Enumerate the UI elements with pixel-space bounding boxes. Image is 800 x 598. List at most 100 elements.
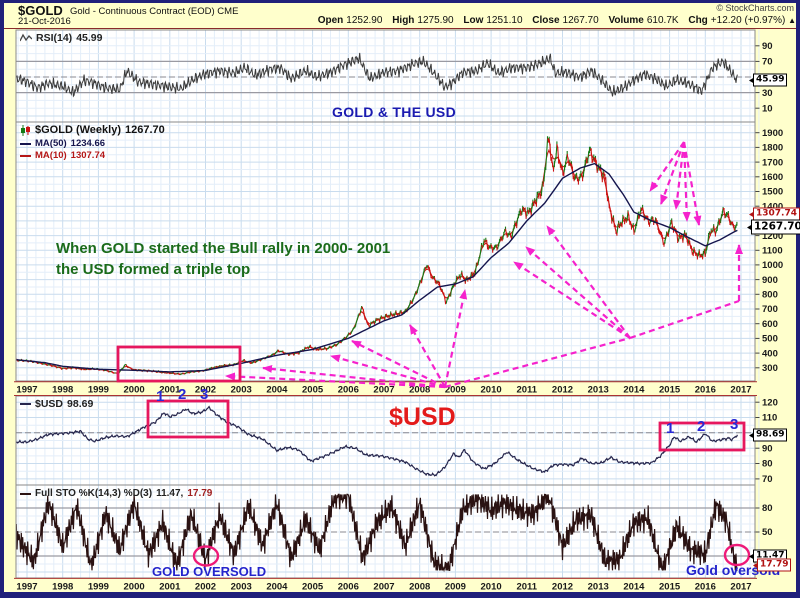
close-label: Close (532, 15, 560, 26)
svg-text:2015: 2015 (659, 582, 681, 593)
svg-text:700: 700 (762, 304, 778, 315)
svg-text:90: 90 (762, 41, 773, 52)
svg-text:110: 110 (762, 413, 777, 424)
svg-text:70: 70 (762, 474, 773, 485)
svg-text:2014: 2014 (623, 385, 645, 396)
svg-text:2014: 2014 (623, 582, 645, 593)
candlestick-icon (21, 124, 30, 136)
svg-text:300: 300 (762, 363, 778, 374)
ma50-label: MA(50) (35, 138, 67, 149)
triple-top-right-1: 1 (666, 420, 675, 437)
ma10-value: 1307.74 (70, 150, 106, 161)
gold-ma50-line (16, 162, 738, 373)
gold-candles (16, 136, 738, 376)
volume-value: 610.7K (646, 15, 679, 26)
svg-text:2007: 2007 (373, 582, 394, 593)
usd-series (15, 405, 738, 477)
ticker-symbol: $GOLD (18, 3, 63, 18)
triple-top-left-1: 1 (156, 388, 165, 405)
svg-text:2004: 2004 (266, 582, 288, 593)
rsi-series (16, 52, 738, 98)
usd-panel-grid (16, 396, 760, 485)
bull-rally-note: When GOLD started the Bull rally in 2000… (56, 238, 390, 280)
svg-text:2009: 2009 (445, 385, 466, 396)
rsi-value: 45.99 (76, 32, 103, 44)
svg-text:2010: 2010 (481, 385, 502, 396)
ma10-line-icon (20, 154, 31, 157)
svg-text:2008: 2008 (409, 582, 430, 593)
svg-text:1200: 1200 (762, 231, 783, 242)
svg-text:400: 400 (762, 348, 778, 359)
highlight-box (146, 399, 230, 439)
oversold-circle (192, 545, 220, 567)
sto-d-value: 17.79 (187, 488, 213, 499)
usd-label: $USD (35, 398, 64, 410)
rsi-legend: RSI(14) 45.99 (20, 32, 102, 44)
x-axis-years: 1997 1997 1998 1998 1999 1999 2000 2000 2001 2001… (16, 385, 751, 593)
magenta-annotations (116, 141, 751, 567)
svg-text:2000: 2000 (124, 385, 145, 396)
ticker-description: Gold - Continuous Contract (EOD) CME (70, 6, 239, 17)
svg-text:2011: 2011 (516, 582, 537, 593)
gold-and-usd-title: GOLD & THE USD (332, 104, 456, 120)
svg-text:2006: 2006 (338, 582, 359, 593)
svg-text:2001: 2001 (159, 385, 181, 396)
svg-text:1500: 1500 (762, 187, 783, 198)
ma10-legend: MA(10) 1307.74 (20, 150, 105, 161)
gold-price-callout: 1267.70 (747, 219, 800, 235)
svg-text:2016: 2016 (695, 582, 716, 593)
svg-text:80: 80 (762, 503, 773, 514)
svg-text:1999: 1999 (88, 385, 109, 396)
ma10-label: MA(10) (35, 150, 67, 161)
svg-text:2010: 2010 (481, 582, 502, 593)
sto-series (15, 493, 738, 573)
svg-text:1100: 1100 (762, 246, 783, 257)
svg-text:1997: 1997 (16, 582, 37, 593)
svg-text:900: 900 (762, 275, 778, 286)
svg-text:1700: 1700 (762, 157, 783, 168)
bull-rally-note-line1: When GOLD started the Bull rally in 2000… (56, 240, 391, 257)
usd-value: 98.69 (67, 398, 94, 410)
svg-text:1997: 1997 (16, 385, 37, 396)
usd-big-label: $USD (389, 403, 456, 431)
ma50-value: 1234.66 (70, 138, 106, 149)
ma50-line-icon (20, 142, 31, 145)
sto-k-value: 11.47, (156, 488, 184, 499)
svg-text:2011: 2011 (516, 385, 537, 396)
svg-text:90: 90 (762, 443, 773, 454)
svg-text:2013: 2013 (588, 385, 609, 396)
high-label: High (392, 15, 415, 26)
svg-text:2008: 2008 (409, 385, 430, 396)
indicator-zigzag-icon (20, 33, 32, 42)
svg-text:1998: 1998 (52, 385, 73, 396)
triple-top-right-2: 2 (697, 418, 706, 435)
svg-text:2002: 2002 (195, 385, 216, 396)
svg-text:1998: 1998 (52, 582, 73, 593)
triple-top-left-3: 3 (200, 386, 209, 403)
svg-text:1900: 1900 (762, 128, 783, 139)
high-value: 1275.90 (417, 15, 454, 26)
svg-text:70: 70 (762, 57, 773, 68)
gold-legend: $GOLD (Weekly) 1267.70 (20, 124, 165, 136)
rsi-value-callout: 45.99 (748, 73, 788, 87)
svg-text:2012: 2012 (552, 385, 573, 396)
svg-text:2017: 2017 (730, 582, 751, 593)
svg-text:2016: 2016 (695, 385, 716, 396)
svg-text:2004: 2004 (266, 385, 288, 396)
gold-value: 1267.70 (125, 124, 165, 136)
copyright: © StockCharts.com (716, 3, 794, 13)
open-label: Open (317, 15, 344, 26)
sto-label: Full STO %K(14,3) %D(3) (35, 488, 153, 499)
svg-text:120: 120 (762, 397, 778, 408)
svg-text:1400: 1400 (762, 201, 783, 212)
open-value: 1252.90 (346, 15, 383, 26)
sto-legend: Full STO %K(14,3) %D(3) 11.47, 17.79 (20, 488, 212, 499)
svg-text:30: 30 (762, 88, 773, 99)
quote-summary: Open 1252.90 High 1275.90 Low 1251.10 Close… (311, 15, 796, 26)
svg-text:600: 600 (762, 319, 778, 330)
change-value: +12.20 (+0.97%) (710, 15, 786, 26)
svg-text:2006: 2006 (338, 385, 359, 396)
svg-text:2012: 2012 (552, 582, 573, 593)
